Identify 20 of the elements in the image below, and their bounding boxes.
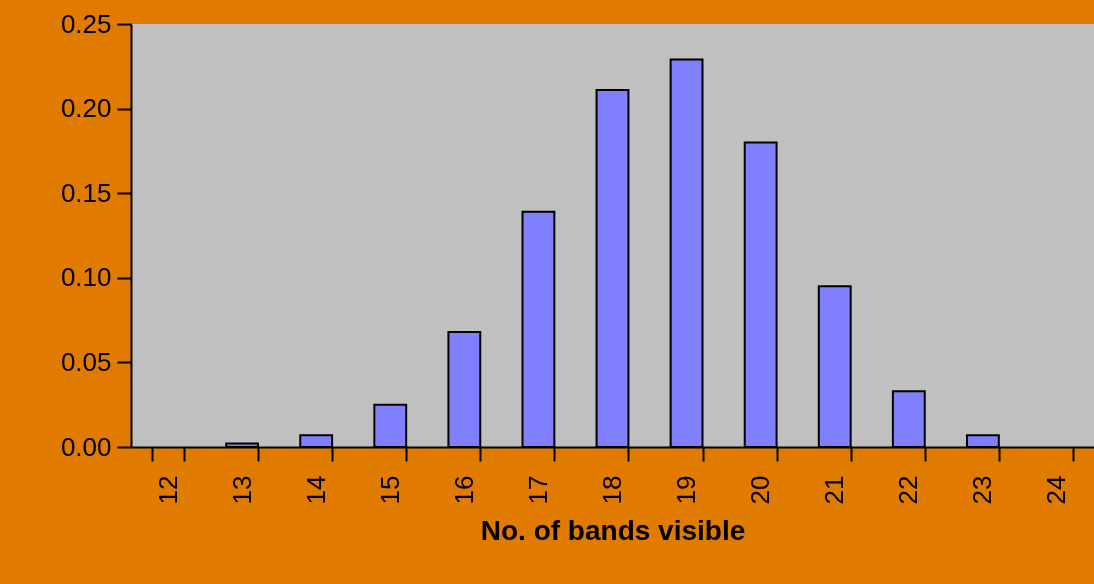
x-tick-label: 15	[374, 475, 405, 505]
x-tick-label: 20	[745, 475, 776, 505]
x-tick-label: 16	[448, 475, 479, 505]
x-tick-label: 19	[671, 475, 702, 505]
x-tick-label: 13	[226, 475, 257, 505]
x-axis-title: No. of bands visible	[480, 515, 746, 547]
y-tick-label: 0.00	[60, 431, 112, 462]
y-tick-label: 0.15	[60, 177, 112, 208]
y-tick-label: 0.20	[60, 93, 112, 124]
x-tick-label: 17	[522, 475, 553, 505]
x-tick-label: 24	[1041, 475, 1072, 505]
x-tick-label: 22	[893, 475, 924, 505]
x-tick-label: 18	[597, 475, 627, 505]
x-tick-label: 23	[967, 475, 998, 505]
x-tick-label: 14	[300, 475, 331, 505]
x-tick-label: 12	[152, 475, 183, 505]
y-tick-label: 0.25	[60, 8, 112, 39]
y-tick-label: 0.05	[60, 346, 112, 377]
y-tick-label: 0.10	[60, 262, 112, 293]
x-tick-label: 21	[819, 475, 850, 505]
